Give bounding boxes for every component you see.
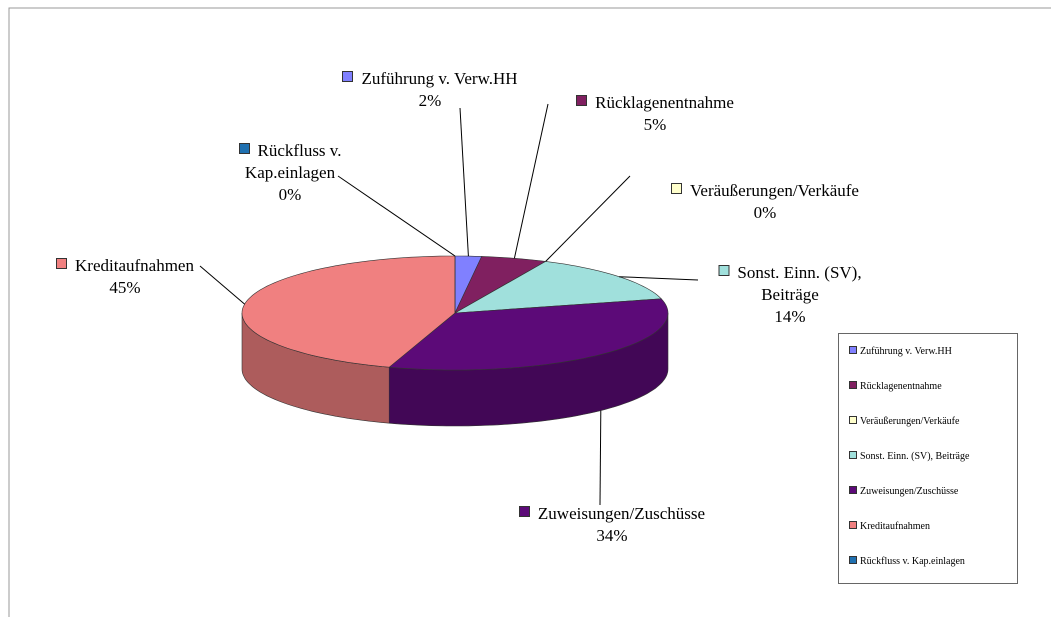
- label-value: 45%: [109, 278, 141, 297]
- frame: [8, 7, 1051, 617]
- legend-item: Zuführung v. Verw.HH: [849, 346, 952, 358]
- data-label: Sonst. Einn. (SV), Beiträge 14%: [703, 262, 878, 328]
- leader-line: [545, 175, 631, 262]
- pie-slice: [388, 298, 669, 371]
- label-text: Sonst. Einn. (SV), Beiträge: [737, 263, 862, 304]
- data-label-name: Rücklagenentnahme: [555, 92, 755, 114]
- legend-text: Rücklagenentnahme: [860, 381, 942, 392]
- data-label: Kreditaufnahmen 45%: [35, 255, 215, 299]
- data-label: Zuführung v. Verw.HH 2%: [330, 68, 530, 112]
- pie-slice: [241, 255, 456, 368]
- legend-marker: [849, 451, 857, 459]
- label-text: Zuführung v. Verw.HH: [361, 69, 518, 88]
- label-marker: [518, 506, 530, 517]
- label-marker: [576, 95, 588, 106]
- label-marker: [718, 265, 730, 276]
- legend: Zuführung v. Verw.HH Rücklagenentnahme Ver…: [838, 333, 1018, 584]
- leader-lines: [199, 103, 699, 506]
- label-value: 34%: [596, 526, 628, 545]
- legend-item: Zuweisungen/Zuschüsse: [849, 486, 958, 498]
- label-marker: [342, 71, 354, 82]
- legend-text: Zuführung v. Verw.HH: [860, 346, 952, 357]
- data-label-name: Zuführung v. Verw.HH: [330, 68, 530, 90]
- legend-marker: [849, 521, 857, 529]
- label-marker: [56, 258, 68, 269]
- pie-tops: [241, 255, 669, 371]
- legend-item: Rücklagenentnahme: [849, 381, 942, 393]
- leader-line: [337, 175, 456, 257]
- data-label-name: Veräußerungen/Verkäufe: [645, 180, 885, 202]
- legend-item: Sonst. Einn. (SV), Beiträge: [849, 451, 969, 463]
- label-text: Zuweisungen/Zuschüsse: [537, 504, 706, 523]
- legend-marker: [849, 416, 857, 424]
- data-label-name: Zuweisungen/Zuschüsse: [512, 503, 712, 525]
- data-label-name: Kreditaufnahmen: [35, 255, 215, 277]
- leader-line: [199, 265, 245, 305]
- label-text: Rücklagenentnahme: [595, 93, 734, 112]
- legend-text: Rückfluss v. Kap.einlagen: [860, 556, 965, 567]
- leader-line: [599, 410, 602, 506]
- legend-item: Veräußerungen/Verkäufe: [849, 416, 959, 428]
- label-value: 5%: [643, 115, 667, 134]
- label-text: Kreditaufnahmen: [75, 256, 194, 275]
- legend-text: Zuweisungen/Zuschüsse: [860, 486, 959, 497]
- label-value: 0%: [278, 185, 302, 204]
- label-value: 0%: [753, 203, 777, 222]
- data-label: Zuweisungen/Zuschüsse 34%: [512, 503, 712, 547]
- label-marker: [671, 183, 682, 194]
- data-label-name: Rückfluss v. Kap.einlagen: [230, 140, 350, 184]
- label-value: 14%: [774, 307, 806, 326]
- legend-text: Sonst. Einn. (SV), Beiträge: [860, 451, 970, 462]
- leader-line: [619, 276, 699, 281]
- legend-marker: [849, 486, 857, 494]
- legend-text: Kreditaufnahmen: [860, 521, 930, 532]
- legend-marker: [849, 346, 857, 354]
- data-label: Veräußerungen/Verkäufe 0%: [645, 180, 885, 224]
- data-label: Rücklagenentnahme 5%: [555, 92, 755, 136]
- legend-marker: [849, 556, 857, 564]
- legend-marker: [849, 381, 857, 389]
- label-marker: [238, 143, 250, 154]
- legend-text: Veräußerungen/Verkäufe: [860, 416, 960, 427]
- label-value: 2%: [418, 91, 442, 110]
- leader-line: [459, 107, 469, 257]
- data-label-name: Sonst. Einn. (SV), Beiträge: [703, 262, 878, 306]
- legend-item: Kreditaufnahmen: [849, 521, 930, 533]
- data-label: Rückfluss v. Kap.einlagen 0%: [230, 140, 350, 206]
- label-text: Rückfluss v. Kap.einlagen: [244, 141, 342, 182]
- leader-line: [513, 103, 549, 259]
- legend-item: Rückfluss v. Kap.einlagen: [849, 556, 965, 568]
- label-text: Veräußerungen/Verkäufe: [690, 181, 859, 200]
